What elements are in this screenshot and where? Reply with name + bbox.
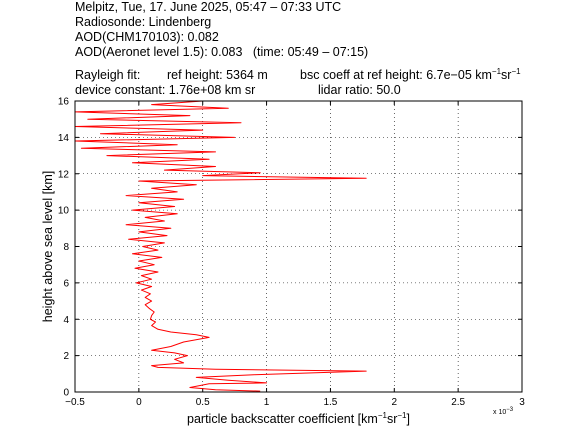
axis-ticks — [74, 100, 523, 393]
y-tick-label: 8 — [63, 242, 69, 253]
x-tick-label: 1 — [264, 397, 270, 408]
x-tick-labels: −0.5 0 0.5 1 1.5 2 2.5 3 — [65, 397, 525, 408]
x-axis-multiplier: x 10−3 — [493, 407, 514, 416]
y-axis-label: height above sea level [km] — [41, 171, 55, 322]
x-axis-label-close: ] — [407, 412, 410, 426]
bsc-coeff-text: bsc coeff at ref height: 6.7e−05 km — [300, 68, 492, 82]
x-tick-label: 0 — [136, 397, 142, 408]
header-device-constant: device constant: 1.76e+08 km sr — [75, 83, 256, 97]
x-tick-label: 1.5 — [323, 397, 337, 408]
x-axis-label-sup2: −1 — [397, 411, 407, 420]
y-tick-label: 0 — [63, 388, 69, 399]
x-tick-label: 2 — [392, 397, 398, 408]
x-multiplier-text: x 10 — [493, 409, 506, 416]
header-rayleigh-label: Rayleigh fit: — [75, 68, 141, 82]
bsc-coeff-sup2: −1 — [511, 66, 521, 76]
x-axis-label-sr: sr — [387, 412, 397, 426]
y-tick-labels: 0 2 4 6 8 10 12 14 16 — [58, 97, 70, 399]
bsc-coeff-sr: sr — [501, 68, 512, 82]
y-tick-label: 10 — [58, 206, 70, 217]
plot-frame — [74, 100, 523, 393]
header-location-time: Melpitz, Tue, 17. June 2025, 05:47 – 07:… — [75, 0, 342, 14]
header-lidar-ratio: lidar ratio: 50.0 — [318, 83, 401, 97]
x-tick-label: 3 — [519, 397, 525, 408]
y-tick-label: 6 — [63, 278, 69, 289]
x-tick-label: 2.5 — [451, 397, 465, 408]
header-aod-aeronet: AOD(Aeronet level 1.5): 0.083 (time: 05:… — [75, 45, 369, 59]
backscatter-profile-line — [74, 100, 367, 392]
y-tick-label: 12 — [58, 169, 70, 180]
header-radiosonde: Radiosonde: Lindenberg — [75, 15, 212, 29]
bsc-coeff-sup1: −1 — [491, 66, 502, 76]
y-tick-label: 4 — [63, 315, 69, 326]
x-tick-label: 0.5 — [196, 397, 210, 408]
x-axis-label: particle backscatter coefficient [km−1sr… — [187, 411, 410, 426]
x-tick-label: −0.5 — [65, 397, 85, 408]
series-group — [74, 100, 367, 392]
y-tick-label: 16 — [58, 97, 70, 108]
header-aod-chm: AOD(CHM170103): 0.082 — [75, 30, 219, 44]
header-bsc-coeff: bsc coeff at ref height: 6.7e−05 km−1sr−… — [300, 66, 521, 82]
x-axis-label-sup1: −1 — [378, 411, 388, 420]
grid-lines — [75, 101, 522, 392]
x-axis-label-text: particle backscatter coefficient [km — [187, 412, 378, 426]
x-multiplier-exp: −3 — [506, 407, 514, 413]
y-tick-label: 2 — [63, 351, 69, 362]
y-tick-label: 14 — [58, 133, 70, 144]
header-ref-height: ref height: 5364 m — [167, 68, 268, 82]
